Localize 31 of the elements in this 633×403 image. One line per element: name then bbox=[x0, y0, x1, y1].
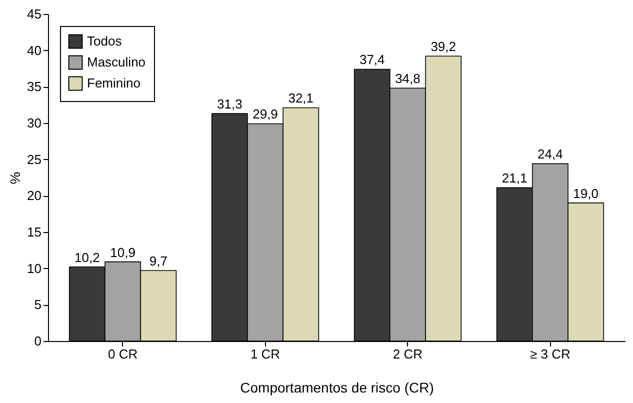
y-axis-title: % bbox=[7, 172, 24, 184]
y-tick-label: 10 bbox=[27, 260, 42, 276]
y-tick-label: 0 bbox=[34, 334, 42, 348]
x-tick-label: 0 CR bbox=[108, 346, 138, 362]
data-label: 24,4 bbox=[538, 146, 563, 162]
x-tick-label: ≥ 3 CR bbox=[530, 346, 570, 362]
data-label: 32,1 bbox=[288, 90, 314, 106]
legend-label: Todos bbox=[87, 34, 122, 48]
y-tick-label: 45 bbox=[27, 6, 42, 22]
data-label: 9,7 bbox=[149, 254, 168, 269]
data-label: 31,3 bbox=[216, 96, 242, 112]
y-tick-label: 35 bbox=[27, 79, 42, 94]
data-label: 10,2 bbox=[74, 250, 100, 265]
y-tick-label: 15 bbox=[27, 224, 42, 240]
x-tick-label: 2 CR bbox=[392, 346, 423, 362]
data-label: 21,1 bbox=[502, 170, 528, 186]
y-tick-label: 25 bbox=[27, 152, 42, 167]
data-label: 19,0 bbox=[573, 186, 598, 201]
data-label: 34,8 bbox=[395, 71, 420, 86]
data-label: 37,4 bbox=[359, 52, 385, 68]
data-label: 10,9 bbox=[110, 244, 136, 260]
y-tick-label: 40 bbox=[27, 42, 42, 58]
x-tick-label: 1 CR bbox=[250, 346, 280, 362]
y-tick-label: 20 bbox=[27, 188, 42, 204]
legend-label: Feminino bbox=[87, 76, 140, 90]
y-tick-label: 30 bbox=[27, 116, 42, 130]
data-label: 29,9 bbox=[252, 106, 278, 122]
x-axis-title: Comportamentos de risco (CR) bbox=[240, 380, 434, 396]
y-tick-label: 5 bbox=[34, 297, 42, 312]
legend-label: Masculino bbox=[87, 54, 146, 70]
data-label: 39,2 bbox=[430, 39, 456, 54]
